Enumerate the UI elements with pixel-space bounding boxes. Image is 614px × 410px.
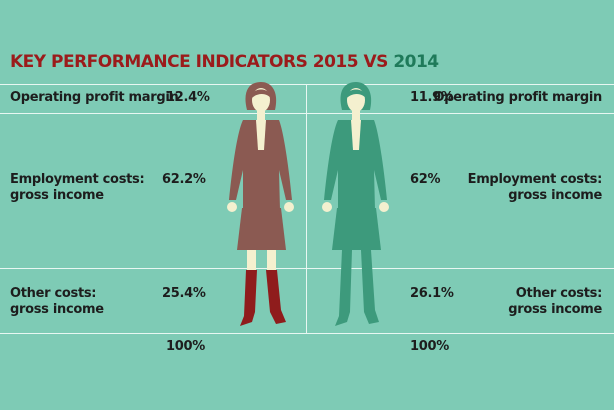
boot-left-2015 (240, 270, 257, 326)
shirt-2015 (256, 120, 266, 150)
boot-right-2015 (266, 270, 286, 324)
title-part-1: KEY PERFORMANCE INDICATORS 2015 VS (10, 52, 388, 72)
label-left-other-costs: Other costs: gross income (10, 286, 104, 318)
value-2015-other-costs: 25.4% (162, 286, 206, 301)
hand-right-2015 (284, 202, 294, 212)
label-right-other-costs-line1: Other costs: (515, 286, 603, 301)
neck-2014 (352, 110, 360, 120)
value-2014-operating-profit: 11.9% (410, 90, 454, 105)
jacket-2014 (324, 120, 387, 210)
neck-2015 (257, 110, 265, 120)
hand-left-2014 (322, 202, 332, 212)
label-right-employment-costs-line2: gross income (508, 188, 602, 203)
value-2015-employment-costs: 62.2% (162, 172, 206, 187)
hair-front-2014 (345, 89, 367, 100)
value-2014-other-costs: 26.1% (410, 286, 454, 301)
leg-left-2015 (247, 250, 256, 270)
label-right-employment-costs-line1: Employment costs: (467, 172, 603, 187)
hand-right-2014 (379, 202, 389, 212)
leg-right-2014 (361, 250, 379, 324)
divider-row1 (0, 113, 614, 114)
leg-right-2015 (267, 250, 276, 270)
chart-title: KEY PERFORMANCE INDICATORS 2015 VS 2014 (10, 52, 439, 72)
label-right-other-costs: Other costs: gross income (508, 286, 602, 318)
value-2014-employment-costs: 62% (410, 172, 441, 187)
skirt-2014 (332, 208, 381, 250)
value-2015-operating-profit: 12.4% (166, 90, 210, 105)
label-left-employment-costs-line2: gross income (10, 188, 104, 203)
label-left-other-costs-line2: gross income (10, 302, 104, 317)
skirt-2015 (237, 208, 286, 250)
label-left-operating-profit: Operating profit margin (10, 90, 179, 105)
hair-front-2015 (250, 89, 272, 100)
label-left-employment-costs: Employment costs: gross income (10, 172, 145, 204)
jacket-2015 (229, 120, 292, 210)
hand-left-2015 (227, 202, 237, 212)
divider-center (306, 84, 307, 333)
divider-row3 (0, 333, 614, 334)
divider-row2 (0, 268, 614, 269)
total-2014: 100% (410, 339, 449, 354)
leg-left-2014 (335, 250, 352, 326)
shirt-2014 (351, 120, 361, 150)
label-right-operating-profit: Operating profit margin (433, 90, 603, 105)
divider-top (0, 84, 614, 85)
label-right-other-costs-line2: gross income (508, 302, 602, 317)
title-part-2: 2014 (393, 52, 439, 72)
figure-2015 (227, 82, 294, 326)
total-2015: 100% (166, 339, 205, 354)
figure-2014 (322, 82, 389, 326)
label-left-employment-costs-line1: Employment costs: (10, 172, 145, 187)
label-right-employment-costs: Employment costs: gross income (467, 172, 603, 204)
label-left-other-costs-line1: Other costs: (10, 286, 97, 301)
